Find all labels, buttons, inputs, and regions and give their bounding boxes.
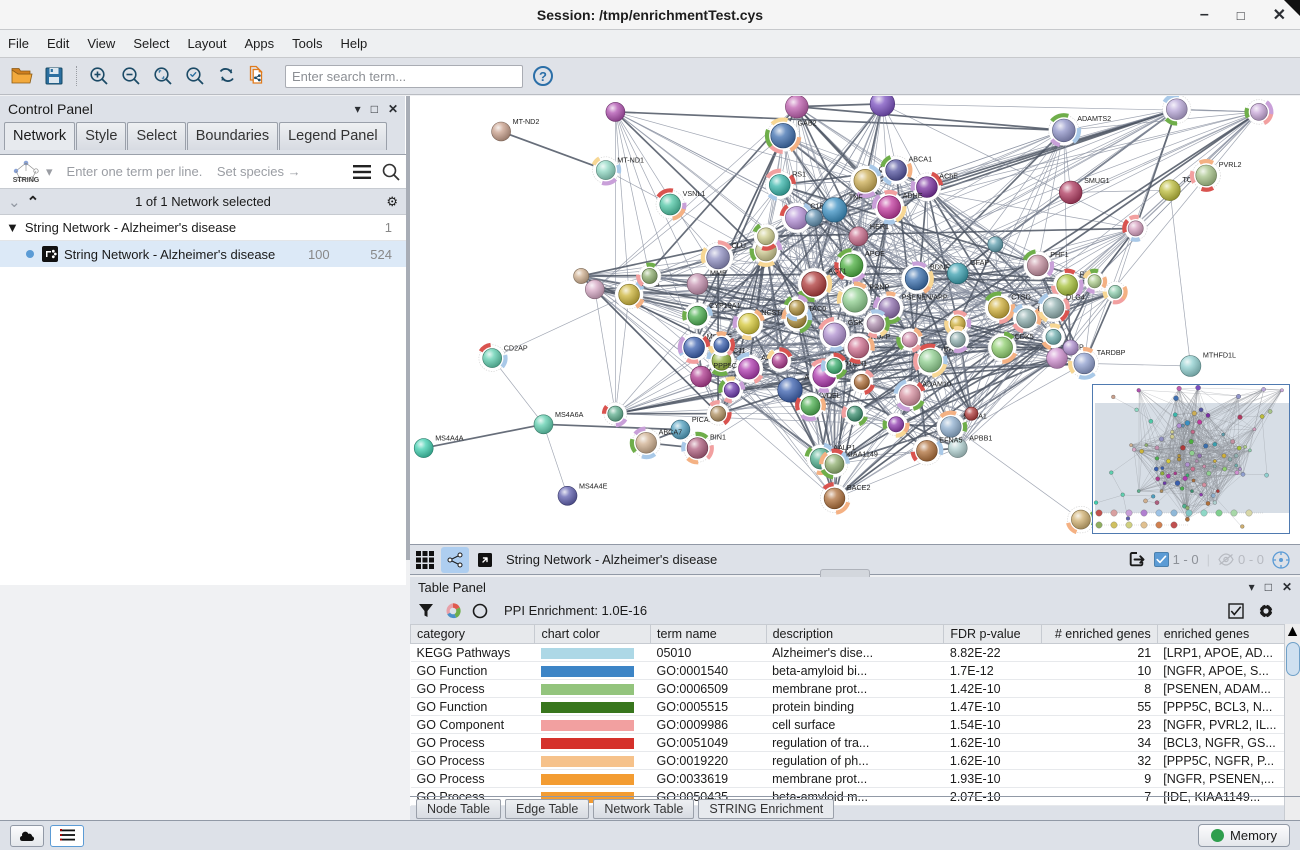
- svg-text:MS4A4A: MS4A4A: [435, 434, 464, 443]
- svg-text:KIAA1149: KIAA1149: [846, 450, 878, 459]
- svg-text:GFAP: GFAP: [970, 258, 989, 267]
- svg-text:VDEL: VDEL: [822, 391, 841, 400]
- svg-text:PVRL2: PVRL2: [1219, 160, 1242, 169]
- svg-text:EFNA5: EFNA5: [939, 435, 962, 444]
- svg-text:TNF: TNF: [849, 193, 864, 202]
- svg-text:ABCA7: ABCA7: [659, 427, 683, 436]
- svg-text:PPP5C: PPP5C: [713, 361, 737, 370]
- svg-text:TAC0: TAC0: [808, 304, 826, 313]
- svg-text:CTSD: CTSD: [1011, 292, 1031, 301]
- svg-text:TARDBP: TARDBP: [1097, 348, 1126, 357]
- svg-text:MS4A6A: MS4A6A: [555, 410, 584, 419]
- svg-text:CLU: CLU: [732, 241, 746, 250]
- svg-text:CDK5: CDK5: [1015, 332, 1034, 341]
- svg-text:MT-ND2: MT-ND2: [513, 117, 540, 126]
- svg-text:MS4A4E: MS4A4E: [579, 481, 608, 490]
- svg-text:CD2AP: CD2AP: [504, 344, 528, 353]
- svg-text:ADAMTS2: ADAMTS2: [1077, 114, 1111, 123]
- svg-text:ACT1: ACT1: [828, 267, 846, 276]
- svg-text:BIN1: BIN1: [710, 433, 726, 442]
- svg-text:RS1: RS1: [792, 170, 806, 179]
- svg-text:ADHE: ADHE: [903, 191, 923, 200]
- svg-text:CYP19A1: CYP19A1: [709, 301, 741, 310]
- svg-text:BDNF: BDNF: [930, 262, 950, 271]
- svg-text:PRNP: PRNP: [869, 283, 889, 292]
- svg-text:MT-ND1: MT-ND1: [617, 156, 644, 165]
- svg-text:APBB1: APBB1: [969, 434, 992, 443]
- svg-text:MTHFD1L: MTHFD1L: [1203, 351, 1236, 360]
- svg-text:PHF1: PHF1: [1050, 250, 1068, 259]
- svg-text:ABCA1: ABCA1: [909, 155, 933, 164]
- svg-text:APOE: APOE: [865, 249, 885, 258]
- svg-text:ADAM10: ADAM10: [922, 380, 951, 389]
- svg-text:MME: MME: [710, 269, 727, 278]
- svg-text:SMUG1: SMUG1: [1084, 176, 1110, 185]
- svg-text:GAB2: GAB2: [798, 118, 817, 127]
- svg-text:DLG4: DLG4: [1066, 292, 1085, 301]
- svg-text:AChE: AChE: [939, 172, 958, 181]
- svg-text:HER1: HER1: [870, 222, 889, 231]
- svg-text:PSENEN/APP: PSENEN/APP: [902, 292, 948, 301]
- svg-text:BACE2: BACE2: [847, 483, 871, 492]
- svg-text:VSNL1: VSNL1: [683, 189, 706, 198]
